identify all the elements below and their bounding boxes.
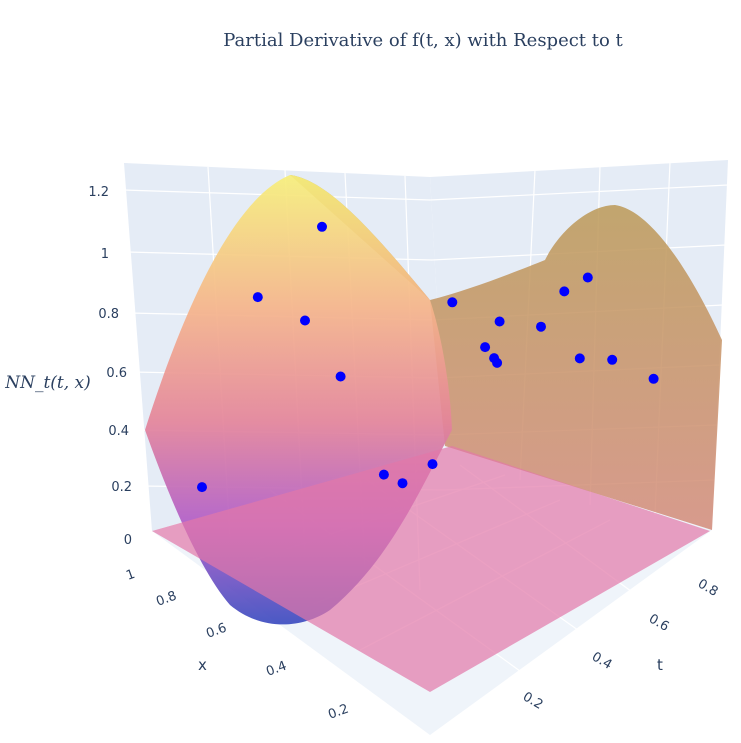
data-point-4 xyxy=(335,371,346,382)
x-axis-ticks: 1 0.8 0.6 0.4 0.2 xyxy=(124,567,351,723)
x-axis-label: x xyxy=(198,656,207,674)
zero-plane xyxy=(152,446,710,692)
z-axis-ticks: 1.2 1 0.8 0.6 0.4 0.2 0 xyxy=(88,185,132,548)
data-points xyxy=(197,221,659,493)
t-axis-label: t xyxy=(657,656,663,674)
data-point-12 xyxy=(492,357,503,368)
z-tick-0.4: 0.4 xyxy=(108,424,129,439)
data-point-5 xyxy=(397,478,408,489)
z-axis-label: NN_t(t, x) xyxy=(4,373,91,393)
data-point-0 xyxy=(197,482,207,493)
data-point-14 xyxy=(559,286,570,297)
data-point-18 xyxy=(648,373,659,384)
z-tick-0: 0 xyxy=(124,533,132,548)
t-tick-0.2: 0.2 xyxy=(520,689,545,712)
data-point-16 xyxy=(574,353,585,364)
t-tick-0.8: 0.8 xyxy=(695,576,720,599)
data-point-13 xyxy=(536,321,546,332)
data-point-8 xyxy=(447,297,458,308)
data-point-1 xyxy=(317,221,327,232)
data-point-3 xyxy=(300,315,310,326)
data-point-15 xyxy=(582,272,593,283)
x-tick-1: 1 xyxy=(124,567,137,584)
z-tick-0.8: 0.8 xyxy=(98,307,119,322)
x-tick-0.4: 0.4 xyxy=(264,659,289,680)
data-point-6 xyxy=(378,469,389,480)
z-tick-1: 1 xyxy=(101,247,109,262)
x-tick-0.8: 0.8 xyxy=(154,589,179,610)
data-point-17 xyxy=(607,354,618,365)
z-tick-1.2: 1.2 xyxy=(88,185,109,200)
data-point-7 xyxy=(427,459,438,470)
data-point-2 xyxy=(252,292,263,303)
data-point-9 xyxy=(494,316,505,327)
z-tick-0.6: 0.6 xyxy=(106,366,127,381)
z-tick-0.2: 0.2 xyxy=(111,480,132,495)
t-tick-0.6: 0.6 xyxy=(646,611,671,634)
x-tick-0.2: 0.2 xyxy=(326,702,351,723)
chart-title: Partial Derivative of f(t, x) with Respe… xyxy=(223,30,623,51)
data-point-10 xyxy=(480,342,491,353)
x-tick-0.6: 0.6 xyxy=(204,621,229,642)
